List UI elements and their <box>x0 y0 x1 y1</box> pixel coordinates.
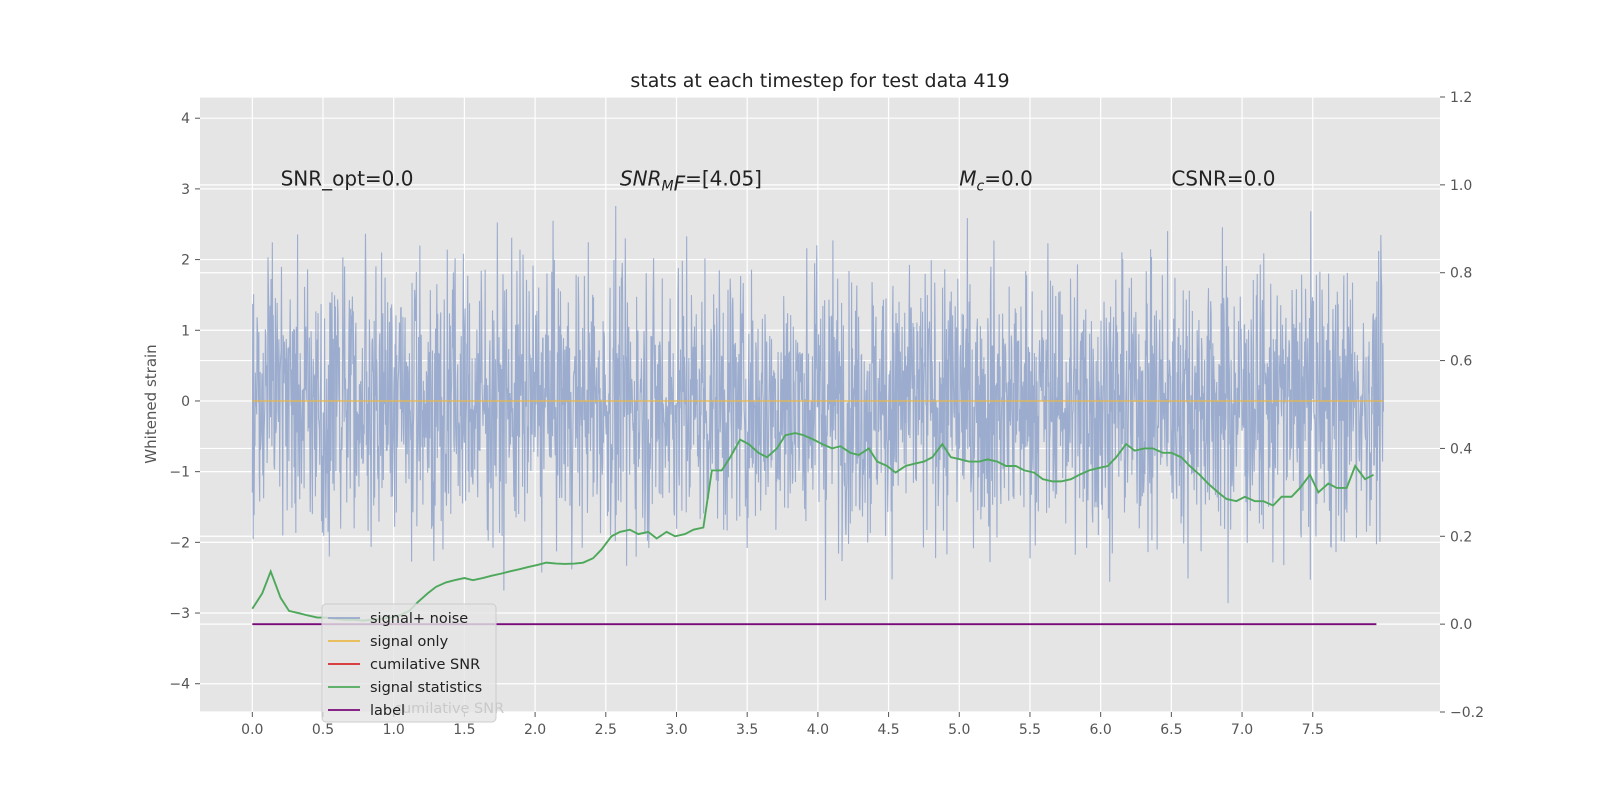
y-left-tick-label: 0 <box>181 394 190 410</box>
annotations: SNR_opt=0.0 SNRMF=[4.05] Mc=0.0 CSNR=0.0 <box>281 166 1276 195</box>
axes: 0.0 0.5 1.0 1.5 2.0 2.5 3.0 3.5 4.0 4.5 5.0 5.5 6.0 6… <box>169 90 1484 738</box>
legend-label: signal statistics <box>370 680 482 696</box>
x-tick-label: 0.0 <box>241 722 263 738</box>
x-tick-label: 0.5 <box>312 722 334 738</box>
y-left-tick-label: −1 <box>169 465 190 481</box>
legend-label: signal only <box>370 634 449 650</box>
x-tick-label: 4.0 <box>807 722 829 738</box>
legend-label: cumilative SNR <box>370 657 480 673</box>
x-tick-label: 5.5 <box>1019 722 1041 738</box>
y-right-tick-label: 0.0 <box>1450 617 1472 633</box>
x-tick-label: 1.0 <box>383 722 405 738</box>
x-tick-label: 3.5 <box>736 722 758 738</box>
annotation-text: SNR_opt=0.0 <box>281 166 414 190</box>
y-left-tick-label: −3 <box>169 606 190 622</box>
x-tick-label: 7.5 <box>1302 722 1324 738</box>
y-left-tick-label: −4 <box>169 677 190 693</box>
legend: cumilative SNR signal+ noise signal only cu… <box>321 603 504 723</box>
x-tick-label: 1.5 <box>453 722 475 738</box>
y-right-tick-label: 0.8 <box>1450 266 1472 282</box>
y-right-tick-label: 1.0 <box>1450 178 1472 194</box>
y-left-tick-label: −2 <box>169 535 190 551</box>
annotation-text: SNRMF=[4.05] <box>620 166 762 195</box>
x-tick-label: 2.5 <box>595 722 617 738</box>
x-tick-label: 3.0 <box>665 722 687 738</box>
chart-title: stats at each timestep for test data 419 <box>630 70 1009 92</box>
y-left-tick-label: 4 <box>181 111 190 127</box>
y-left-tick-label: 2 <box>181 253 190 269</box>
y-right-tick-label: 0.6 <box>1450 354 1472 370</box>
legend-hidden-text: cumilative SNR <box>394 701 504 717</box>
x-tick-label: 5.0 <box>948 722 970 738</box>
legend-box <box>321 603 497 723</box>
annotation-text: CSNR=0.0 <box>1171 166 1275 190</box>
x-tick-label: 6.0 <box>1090 722 1112 738</box>
y-left-tick-label: 1 <box>181 323 190 339</box>
legend-label: signal+ noise <box>370 611 468 627</box>
y-right-tick-label: 0.2 <box>1450 529 1472 545</box>
x-tick-label: 4.5 <box>877 722 899 738</box>
y-left-tick-label: 3 <box>181 182 190 198</box>
y-right-tick-label: 1.2 <box>1450 90 1472 106</box>
y-right-tick-label: −0.2 <box>1450 705 1484 721</box>
y-axis-label: Whitened strain <box>142 344 160 463</box>
y-right-tick-label: 0.4 <box>1450 441 1472 457</box>
signal-plus-noise-series <box>251 205 1384 604</box>
signal-statistics-line <box>251 432 1374 622</box>
legend-label: label <box>370 703 405 719</box>
x-tick-label: 6.5 <box>1160 722 1182 738</box>
x-tick-label: 2.0 <box>524 722 546 738</box>
signal-plus-noise-line <box>251 205 1384 604</box>
annotation-text: Mc=0.0 <box>959 166 1033 194</box>
x-tick-label: 7.0 <box>1231 722 1253 738</box>
